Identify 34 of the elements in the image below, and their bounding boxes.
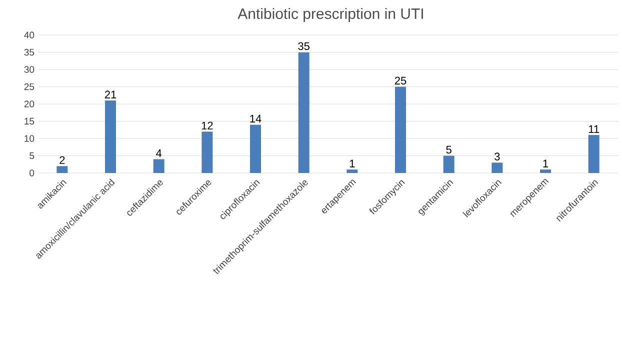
- data-label: 11: [588, 125, 599, 133]
- bar: [346, 170, 358, 173]
- data-label: 4: [156, 149, 162, 157]
- chart-title: Antibiotic prescription in UTI: [238, 8, 423, 22]
- bar: [540, 170, 551, 173]
- y-tick-label: 15: [24, 118, 34, 125]
- bar: [250, 124, 262, 173]
- data-label: 35: [298, 42, 310, 50]
- y-tick-label: 20: [24, 100, 34, 108]
- data-label: 21: [104, 90, 116, 98]
- y-tick-label: 25: [24, 83, 34, 90]
- bar: [153, 159, 164, 173]
- data-label: 1: [543, 160, 548, 168]
- bar: [56, 166, 68, 173]
- y-tick-label: 10: [24, 135, 34, 142]
- y-tick-label: 5: [30, 152, 34, 160]
- y-tick-label: 0: [30, 170, 34, 176]
- bar: [105, 100, 116, 173]
- bar: [588, 135, 600, 173]
- bar: [395, 86, 406, 173]
- y-tick-label: 30: [24, 66, 34, 73]
- data-label: 5: [446, 146, 452, 154]
- y-tick-label: 40: [24, 32, 34, 38]
- data-label: 25: [394, 76, 406, 85]
- bar: [202, 132, 213, 173]
- bar: [492, 162, 503, 173]
- y-tick-label: 35: [24, 48, 34, 56]
- bar: [298, 52, 310, 173]
- data-label: 12: [202, 122, 213, 130]
- data-label: 1: [350, 160, 355, 168]
- data-label: 14: [250, 114, 262, 122]
- bar: [443, 156, 454, 173]
- data-label: 2: [60, 156, 65, 164]
- data-label: 3: [494, 152, 500, 160]
